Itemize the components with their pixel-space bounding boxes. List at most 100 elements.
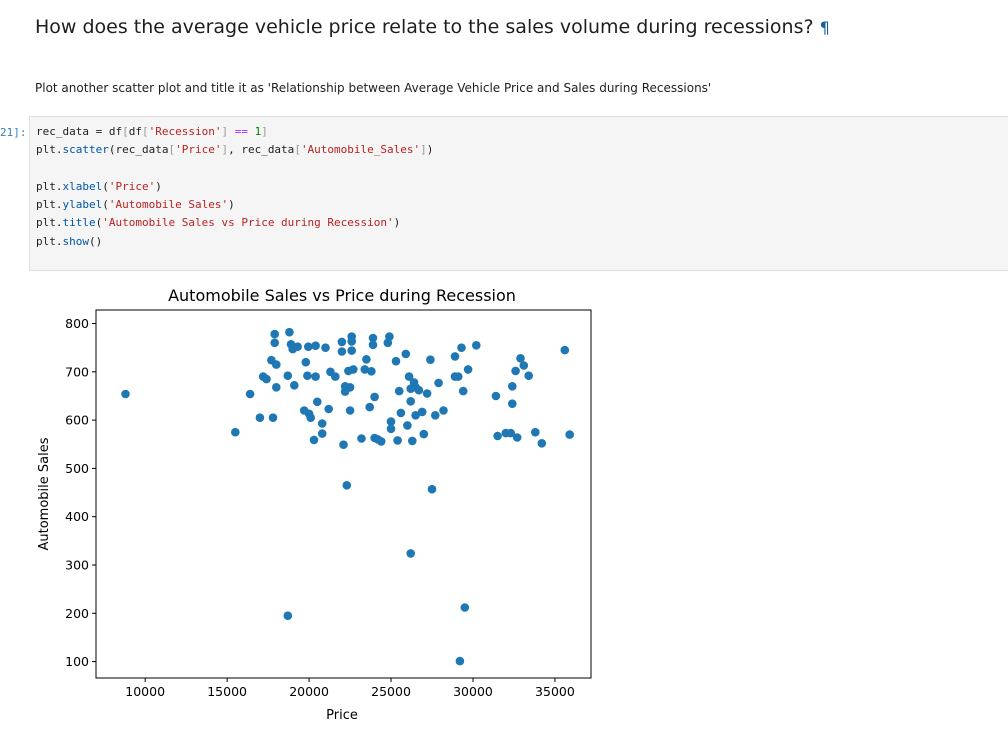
scatter-point xyxy=(506,428,515,438)
heading-text: How does the average vehicle price relat… xyxy=(35,16,814,38)
scatter-point xyxy=(283,611,293,620)
scatter-point xyxy=(386,417,396,426)
scatter-point xyxy=(245,389,255,399)
scatter-point xyxy=(311,372,320,381)
y-tick-label: 100 xyxy=(65,654,89,669)
scatter-point xyxy=(339,440,348,449)
y-tick-label: 400 xyxy=(65,509,89,524)
plot-frame xyxy=(95,309,592,679)
x-tick-label: 10000 xyxy=(125,684,165,699)
scatter-point xyxy=(303,371,312,380)
scatter-point xyxy=(394,386,404,396)
scatter-point xyxy=(317,419,327,428)
scatter-point xyxy=(362,355,371,364)
scatter-point xyxy=(255,413,265,422)
scatter-point xyxy=(367,367,376,376)
scatter-point xyxy=(511,366,520,376)
x-tick-label: 25000 xyxy=(371,684,411,699)
scatter-point xyxy=(537,439,547,448)
x-tick-label: 15000 xyxy=(207,684,247,699)
scatter-chart: Automobile Sales vs Price during Recessi… xyxy=(30,282,610,729)
scatter-point xyxy=(285,327,294,337)
x-tick-label: 30000 xyxy=(453,684,493,699)
scatter-point xyxy=(450,352,460,361)
y-tick-label: 600 xyxy=(65,413,89,428)
scatter-point xyxy=(455,656,465,666)
scatter-point xyxy=(491,391,501,401)
scatter-point xyxy=(411,411,420,420)
y-axis: 100 200 300 400 500 600 700 800 xyxy=(65,316,96,669)
scatter-point xyxy=(519,361,529,370)
scatter-point xyxy=(458,386,468,396)
scatter-point xyxy=(365,402,375,412)
scatter-point xyxy=(427,484,437,494)
scatter-point xyxy=(349,365,358,374)
section-heading: How does the average vehicle price relat… xyxy=(35,16,830,38)
scatter-point xyxy=(301,357,311,367)
code-cell-editor[interactable]: rec_data = df[df['Recession'] == 1] plt.… xyxy=(29,116,1008,271)
scatter-point xyxy=(121,389,130,399)
scatter-point xyxy=(290,381,299,390)
scatter-point xyxy=(457,343,466,352)
scatter-point xyxy=(357,434,366,443)
scatter-point xyxy=(370,392,379,402)
scatter-point xyxy=(283,371,293,380)
y-tick-label: 700 xyxy=(65,364,89,379)
scatter-point xyxy=(347,337,357,346)
scatter-point xyxy=(404,372,414,381)
scatter-point xyxy=(508,382,517,391)
x-axis-label: Price xyxy=(326,708,358,723)
scatter-point xyxy=(406,397,416,406)
scatter-point xyxy=(347,346,357,355)
scatter-chart-svg: Automobile Sales vs Price during Recessi… xyxy=(37,286,592,723)
scatter-point xyxy=(368,333,378,343)
scatter-point xyxy=(360,365,370,374)
scatter-point xyxy=(393,436,402,445)
scatter-point xyxy=(453,372,463,381)
scatter-point xyxy=(321,343,330,352)
scatter-point xyxy=(313,397,322,407)
scatter-point xyxy=(434,378,443,388)
scatter-point xyxy=(337,337,347,347)
x-tick-label: 20000 xyxy=(289,684,329,699)
scatter-point xyxy=(422,389,432,398)
cell-execution-prompt: 21]: xyxy=(0,126,27,139)
code-text[interactable]: rec_data = df[df['Recession'] == 1] plt.… xyxy=(36,125,434,248)
y-tick-label: 300 xyxy=(65,557,89,572)
scatter-point xyxy=(293,342,302,351)
scatter-point xyxy=(270,338,279,348)
heading-anchor-link[interactable]: ¶ xyxy=(819,18,830,37)
scatter-point xyxy=(524,371,533,380)
markdown-instruction: Plot another scatter plot and title it a… xyxy=(35,81,712,95)
y-tick-label: 800 xyxy=(65,316,89,331)
x-tick-label: 35000 xyxy=(535,684,575,699)
scatter-point xyxy=(531,427,540,437)
scatter-point xyxy=(396,408,406,418)
scatter-point xyxy=(408,436,417,446)
scatter-point xyxy=(472,341,481,350)
scatter-point xyxy=(311,341,320,350)
scatter-point xyxy=(426,355,435,364)
chart-title: Automobile Sales vs Price during Recessi… xyxy=(168,286,516,305)
scatter-point xyxy=(368,340,378,350)
scatter-point xyxy=(376,437,386,446)
scatter-point xyxy=(417,407,427,417)
scatter-point xyxy=(512,433,522,442)
scatter-point xyxy=(401,349,411,359)
scatter-point xyxy=(516,354,525,363)
scatter-point xyxy=(419,429,429,439)
scatter-point xyxy=(345,406,355,415)
scatter-point xyxy=(385,332,394,341)
scatter-point xyxy=(560,345,570,355)
scatter-point xyxy=(309,435,319,445)
scatter-point xyxy=(414,385,424,395)
scatter-point xyxy=(270,329,279,339)
scatter-point xyxy=(463,365,473,374)
scatter-point xyxy=(391,356,401,366)
scatter-point xyxy=(304,342,313,351)
x-axis: 10000 15000 20000 25000 30000 35000 xyxy=(125,678,575,699)
scatter-point xyxy=(439,406,448,415)
scatter-point xyxy=(272,360,281,369)
scatter-point xyxy=(337,347,347,356)
y-tick-label: 200 xyxy=(65,606,89,621)
